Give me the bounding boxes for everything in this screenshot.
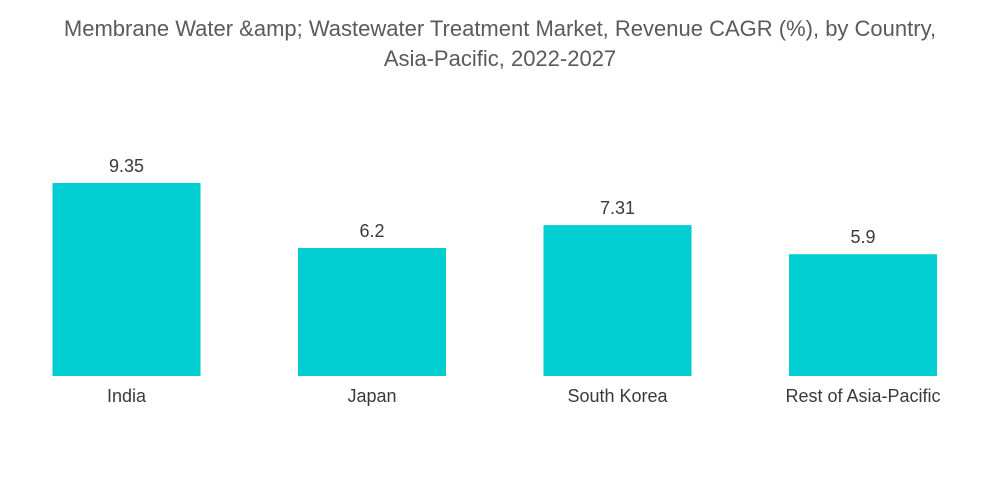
- value-label: 9.35: [109, 156, 144, 176]
- value-label: 6.2: [359, 221, 384, 241]
- category-label: Japan: [347, 386, 396, 406]
- category-label: India: [107, 386, 147, 406]
- category-label: South Korea: [567, 386, 668, 406]
- bar-south-korea: [543, 225, 692, 376]
- bar-india: [52, 183, 201, 376]
- chart-title-line-1: Membrane Water &amp; Wastewater Treatmen…: [63, 16, 937, 41]
- bar-japan: [298, 248, 446, 376]
- bar-rest-of-asia-pacific: [789, 254, 937, 376]
- category-label: Rest of Asia-Pacific: [785, 386, 940, 406]
- chart-title-line-2: Asia-Pacific, 2022-2027: [383, 46, 617, 71]
- value-label: 7.31: [600, 198, 635, 218]
- value-label: 5.9: [850, 227, 875, 247]
- chart-title: Membrane Water &amp; Wastewater Treatmen…: [0, 14, 1000, 74]
